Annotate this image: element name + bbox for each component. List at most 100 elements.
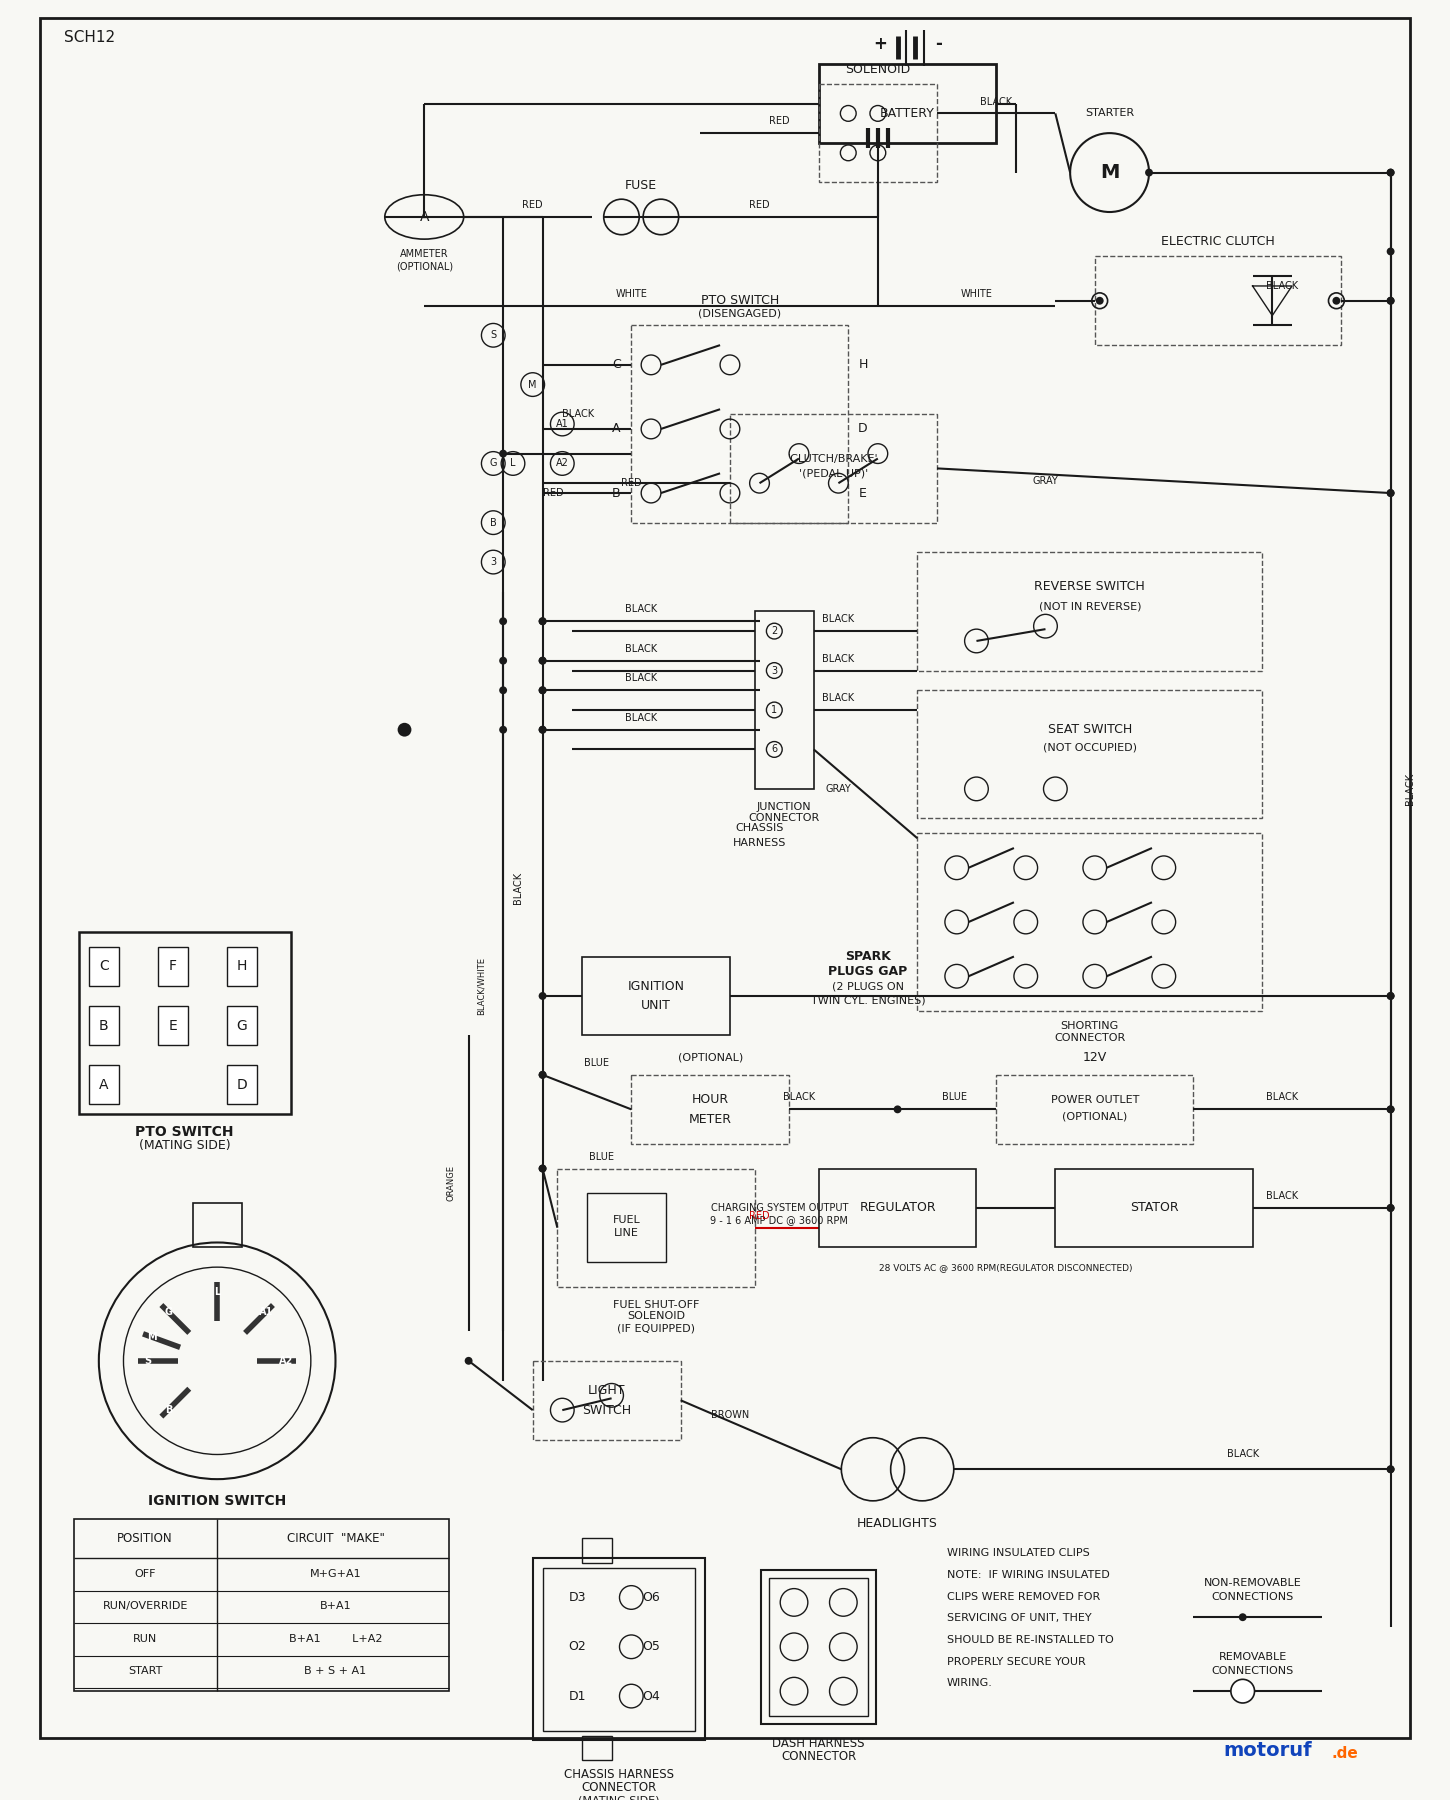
Text: CONNECTOR: CONNECTOR [1054, 1033, 1125, 1044]
Bar [819, 65, 996, 142]
Bar [158, 947, 187, 986]
Text: SCH12: SCH12 [64, 31, 116, 45]
Circle shape [538, 686, 547, 695]
Text: AMMETER: AMMETER [400, 250, 448, 259]
Text: STARTER: STARTER [1085, 108, 1134, 119]
Circle shape [538, 657, 547, 664]
Circle shape [538, 1165, 547, 1172]
Bar [729, 414, 937, 522]
Text: METER: METER [689, 1112, 732, 1125]
Text: L: L [510, 459, 516, 468]
Bar [228, 947, 257, 986]
Text: (DISENGAGED): (DISENGAGED) [699, 308, 782, 319]
Text: FUEL SHUT-OFF: FUEL SHUT-OFF [613, 1300, 699, 1310]
Bar [1056, 1168, 1253, 1247]
Text: BLACK: BLACK [625, 644, 657, 653]
Bar [587, 1193, 666, 1262]
Text: motoruf: motoruf [1222, 1741, 1312, 1760]
Text: H: H [236, 959, 247, 974]
Text: B: B [165, 1404, 173, 1415]
Text: (IF EQUIPPED): (IF EQUIPPED) [616, 1323, 695, 1334]
Text: RED: RED [522, 200, 542, 211]
Circle shape [1386, 1465, 1395, 1472]
Text: GRAY: GRAY [1032, 477, 1058, 486]
Circle shape [538, 657, 547, 664]
Text: BLUE: BLUE [942, 1091, 967, 1102]
Text: PROPERLY SECURE YOUR: PROPERLY SECURE YOUR [947, 1656, 1086, 1667]
Text: BLUE: BLUE [584, 1058, 609, 1067]
Circle shape [1146, 169, 1153, 176]
Text: FUSE: FUSE [625, 178, 657, 193]
Bar [631, 326, 848, 522]
Text: RUN: RUN [133, 1634, 157, 1643]
Text: UNIT: UNIT [641, 999, 671, 1012]
Text: E: E [858, 486, 867, 500]
Circle shape [1386, 490, 1395, 497]
Text: SEAT SWITCH: SEAT SWITCH [1048, 724, 1132, 736]
Bar [88, 1006, 119, 1046]
Text: LINE: LINE [613, 1228, 639, 1238]
Text: H: H [858, 358, 867, 371]
Text: B: B [490, 518, 497, 527]
Text: SHORTING: SHORTING [1061, 1021, 1119, 1031]
Text: .de: .de [1331, 1746, 1359, 1760]
Text: BLACK: BLACK [980, 97, 1012, 106]
Text: 28 VOLTS AC @ 3600 RPM(REGULATOR DISCONNECTED): 28 VOLTS AC @ 3600 RPM(REGULATOR DISCONN… [879, 1262, 1132, 1271]
Text: SOLENOID: SOLENOID [845, 63, 911, 76]
Text: D: D [236, 1078, 247, 1093]
Text: CONNECTOR: CONNECTOR [581, 1782, 657, 1795]
Circle shape [1386, 1204, 1395, 1211]
Text: B: B [612, 486, 621, 500]
Circle shape [499, 450, 507, 457]
Text: RUN/OVERRIDE: RUN/OVERRIDE [103, 1602, 188, 1611]
Text: E: E [168, 1019, 177, 1033]
Text: RED: RED [750, 1211, 770, 1220]
Bar [88, 1066, 119, 1105]
Circle shape [1333, 297, 1340, 304]
Bar [754, 612, 813, 788]
Text: SERVICING OF UNIT, THEY: SERVICING OF UNIT, THEY [947, 1613, 1092, 1624]
Text: JUNCTION: JUNCTION [757, 801, 812, 812]
Text: CHASSIS: CHASSIS [735, 823, 783, 833]
Text: BLUE: BLUE [589, 1152, 615, 1161]
Text: +: + [873, 36, 887, 54]
Circle shape [1386, 1105, 1395, 1114]
Circle shape [1386, 297, 1395, 304]
Text: O5: O5 [642, 1640, 660, 1652]
Text: WIRING INSULATED CLIPS: WIRING INSULATED CLIPS [947, 1548, 1089, 1559]
Text: BLACK: BLACK [625, 673, 657, 684]
Text: REMOVABLE: REMOVABLE [1218, 1652, 1286, 1661]
Text: WIRING.: WIRING. [947, 1678, 993, 1688]
Text: STATOR: STATOR [1130, 1201, 1179, 1215]
Text: BLACK: BLACK [1405, 772, 1415, 805]
Circle shape [538, 725, 547, 734]
Circle shape [1386, 490, 1395, 497]
Text: 9 - 1 6 AMP DC @ 3600 RPM: 9 - 1 6 AMP DC @ 3600 RPM [710, 1215, 848, 1224]
Bar [918, 689, 1263, 819]
Text: DASH HARNESS: DASH HARNESS [773, 1737, 866, 1750]
Text: BLACK: BLACK [1266, 1091, 1298, 1102]
Text: M: M [148, 1332, 157, 1343]
Text: PTO SWITCH: PTO SWITCH [700, 293, 779, 308]
Text: 3: 3 [771, 666, 777, 675]
Text: BROWN: BROWN [710, 1409, 750, 1420]
Text: BLACK: BLACK [625, 605, 657, 614]
Text: CONNECTOR: CONNECTOR [748, 814, 819, 823]
Circle shape [1386, 1204, 1395, 1211]
Circle shape [499, 725, 507, 734]
Circle shape [1231, 1679, 1254, 1703]
Text: CIRCUIT  "MAKE": CIRCUIT "MAKE" [287, 1532, 384, 1544]
Text: A: A [99, 1078, 109, 1093]
Bar [557, 1168, 754, 1287]
Text: D3: D3 [568, 1591, 586, 1604]
Text: BLACK: BLACK [822, 614, 854, 625]
Text: A2: A2 [555, 459, 568, 468]
Circle shape [1386, 1105, 1395, 1114]
Text: WHITE: WHITE [960, 288, 992, 299]
Text: (2 PLUGS ON: (2 PLUGS ON [832, 981, 903, 992]
Text: HOUR: HOUR [692, 1093, 729, 1105]
Bar [228, 1066, 257, 1105]
Circle shape [464, 1357, 473, 1364]
Text: BLACK/WHITE: BLACK/WHITE [477, 958, 486, 1015]
Text: REGULATOR: REGULATOR [860, 1201, 935, 1215]
